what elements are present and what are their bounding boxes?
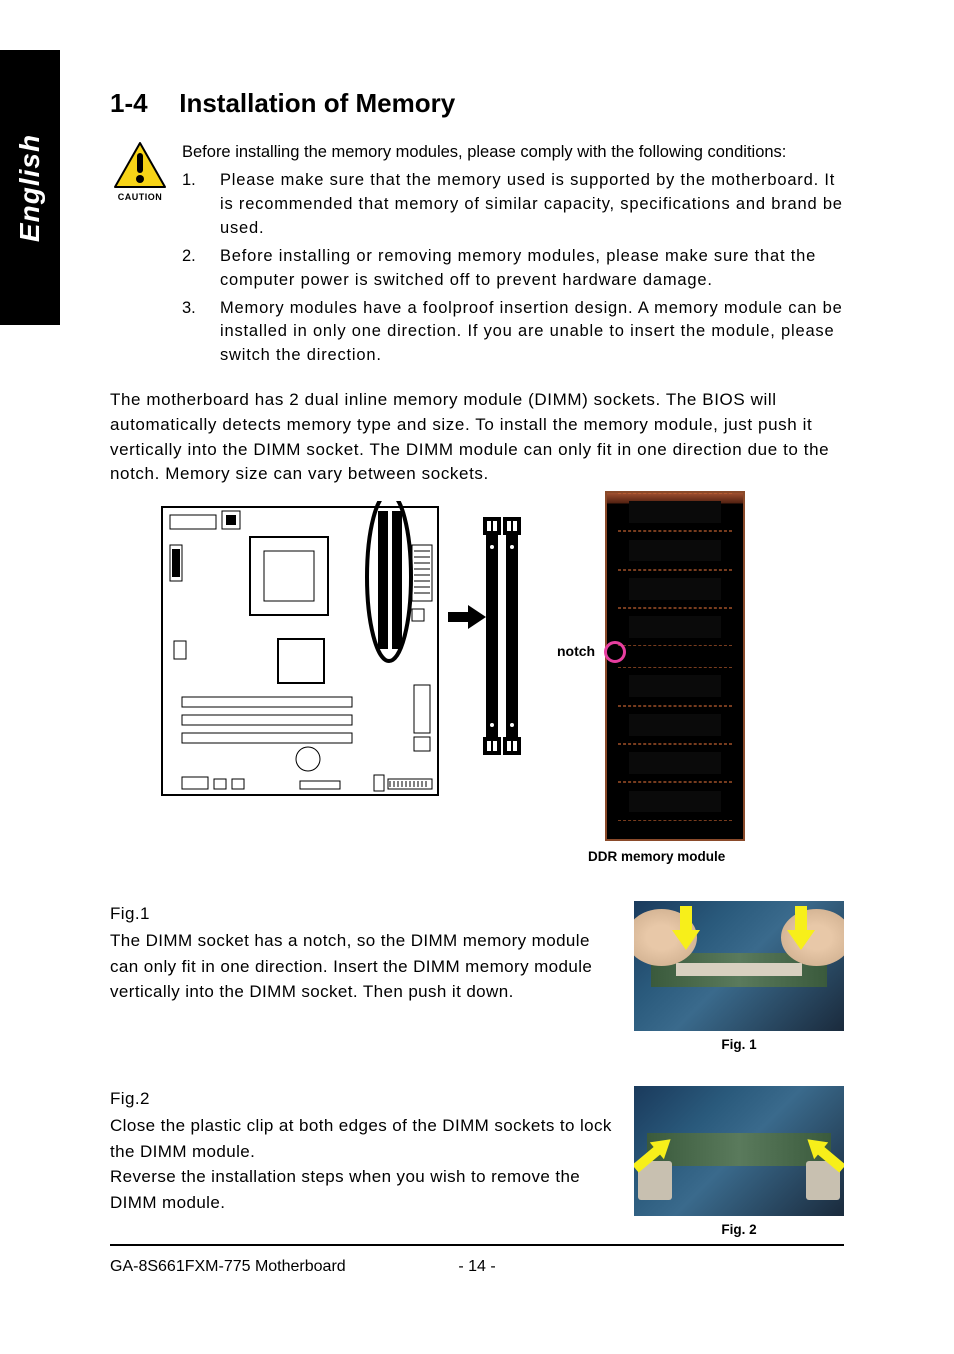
language-label: English <box>14 133 46 241</box>
notch-highlight-circle <box>604 641 626 663</box>
fig2-block: Fig.2 Close the plastic clip at both edg… <box>110 1086 844 1237</box>
page-footer: GA-8S661FXM-775 Motherboard - 14 - . <box>110 1258 844 1276</box>
footer-rule <box>110 1244 844 1246</box>
notch-label: notch <box>557 643 595 659</box>
footer-model: GA-8S661FXM-775 Motherboard <box>110 1258 346 1276</box>
yellow-arrow-icon <box>787 906 815 950</box>
fig1-block: Fig.1 The DIMM socket has a notch, so th… <box>110 901 844 1052</box>
caution-icon-wrap: CAUTION <box>110 141 170 372</box>
fig2-body-1: Close the plastic clip at both edges of … <box>110 1113 614 1164</box>
footer-page-number: - 14 - <box>458 1258 495 1276</box>
language-side-tab: English <box>0 50 60 325</box>
fig2-text: Fig.2 Close the plastic clip at both edg… <box>110 1086 614 1237</box>
fig2-heading: Fig.2 <box>110 1086 614 1112</box>
caution-icon <box>113 141 167 189</box>
content-area: 1-4 Installation of Memory CAUTION Befor… <box>110 88 844 1237</box>
fig1-image-col: Fig. 1 <box>634 901 844 1052</box>
caution-item: 2.Before installing or removing memory m… <box>182 245 844 293</box>
fig1-heading: Fig.1 <box>110 901 614 927</box>
section-title: Installation of Memory <box>179 88 455 118</box>
fig1-photo <box>634 901 844 1031</box>
caution-item: 1.Please make sure that the memory used … <box>182 169 844 241</box>
fig2-caption: Fig. 2 <box>634 1222 844 1237</box>
fig2-body-2: Reverse the installation steps when you … <box>110 1164 614 1215</box>
fig1-body: The DIMM socket has a notch, so the DIMM… <box>110 928 614 1005</box>
caution-item: 3.Memory modules have a foolproof insert… <box>182 297 844 369</box>
section-number: 1-4 <box>110 88 172 119</box>
dimm-slot-zoom <box>480 511 525 761</box>
caution-text: Before installing the memory modules, pl… <box>182 141 844 372</box>
fig1-text: Fig.1 The DIMM socket has a notch, so th… <box>110 901 614 1052</box>
caution-list: 1.Please make sure that the memory used … <box>182 169 844 368</box>
page: English 1-4 Installation of Memory CAUTI… <box>0 0 954 1354</box>
fig2-photo <box>634 1086 844 1216</box>
ddr-module-photo <box>605 491 745 841</box>
caution-label: CAUTION <box>110 192 170 202</box>
fig1-caption: Fig. 1 <box>634 1037 844 1052</box>
caution-intro: Before installing the memory modules, pl… <box>182 141 844 165</box>
figure-row: notch DDR memory module <box>110 501 844 871</box>
motherboard-diagram <box>160 501 440 801</box>
yellow-arrow-icon <box>672 906 700 950</box>
fig2-image-col: Fig. 2 <box>634 1086 844 1237</box>
section-heading: 1-4 Installation of Memory <box>110 88 844 119</box>
caution-block: CAUTION Before installing the memory mod… <box>110 141 844 372</box>
body-paragraph: The motherboard has 2 dual inline memory… <box>110 388 844 487</box>
ddr-module-caption: DDR memory module <box>588 849 725 864</box>
